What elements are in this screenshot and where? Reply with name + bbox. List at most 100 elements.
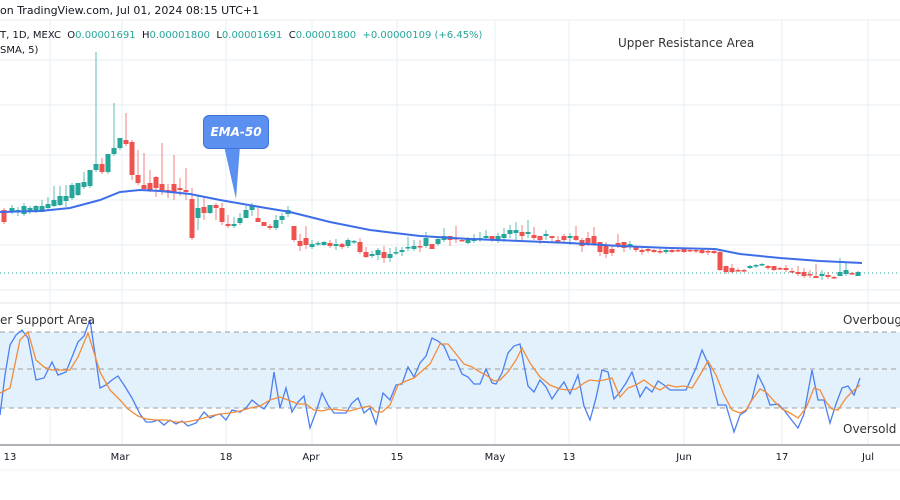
candle-body xyxy=(21,206,27,214)
candle-body xyxy=(1,210,7,222)
candle-body xyxy=(495,236,501,240)
candle-body xyxy=(183,190,189,192)
candle-body xyxy=(783,268,789,270)
low-value: 0.00001691 xyxy=(221,30,283,41)
candle-body xyxy=(105,154,111,172)
candle-body xyxy=(63,196,69,201)
candle-body xyxy=(309,244,315,247)
rsi-band xyxy=(0,332,900,408)
candle-body xyxy=(813,276,819,278)
candle-body xyxy=(777,268,783,270)
candle-body xyxy=(369,254,375,256)
candle-body xyxy=(195,208,201,218)
candle-body xyxy=(327,243,333,246)
candle-body xyxy=(9,208,15,212)
oversold-label: Oversold R xyxy=(843,422,900,436)
candle-body xyxy=(213,205,219,208)
close-label: C xyxy=(288,30,296,41)
time-axis-label: 18 xyxy=(219,452,233,463)
candle-body xyxy=(69,185,75,198)
candle-body xyxy=(27,208,33,212)
candle-body xyxy=(621,242,627,248)
candle-body xyxy=(639,250,645,252)
candle-body xyxy=(141,185,147,189)
candle-body xyxy=(507,230,513,234)
overbought-label: Overbough xyxy=(843,313,900,327)
candle-body xyxy=(117,138,123,148)
high-label: H xyxy=(141,30,150,41)
candle-body xyxy=(789,271,795,273)
candle-body xyxy=(681,249,687,252)
candle-body xyxy=(159,184,165,192)
candle-body xyxy=(753,265,759,267)
candle-body xyxy=(537,236,543,240)
candle-body xyxy=(693,250,699,252)
candle-body xyxy=(465,239,471,243)
candle-body xyxy=(705,251,711,253)
candle-body xyxy=(339,244,345,247)
candle-body xyxy=(261,222,267,226)
candle-body xyxy=(651,250,657,252)
candle-body xyxy=(669,250,675,252)
candle-body xyxy=(525,232,531,234)
candle-body xyxy=(747,266,753,268)
candle-body xyxy=(291,226,297,240)
candle-body xyxy=(363,252,369,257)
time-axis-label: May xyxy=(484,452,506,463)
candle-body xyxy=(633,246,639,250)
candle-body xyxy=(699,250,705,253)
open-label: O xyxy=(67,30,76,41)
candle-body xyxy=(255,218,261,222)
candle-body xyxy=(573,236,579,240)
candle-body xyxy=(645,249,651,251)
candle-body xyxy=(543,234,549,236)
candle-body xyxy=(549,236,555,238)
support-area-label: er Support Area xyxy=(0,313,95,327)
candle-body xyxy=(147,183,153,190)
open-value: 0.00001691 xyxy=(75,30,136,41)
candle-body xyxy=(171,184,177,192)
rsi-ma-line xyxy=(0,330,861,423)
candle-body xyxy=(735,270,741,272)
candle-body xyxy=(501,234,507,238)
candle-body xyxy=(411,246,417,249)
candle-body xyxy=(93,164,99,170)
candle-body xyxy=(483,236,489,238)
candle-body xyxy=(435,239,441,244)
candle-body xyxy=(57,196,63,205)
candle-body xyxy=(849,273,855,275)
candle-body xyxy=(591,236,597,245)
ohlc-legend: T, 1D, MEXC O0.00001691 H0.00001800 L0.0… xyxy=(0,30,482,41)
candle-body xyxy=(567,236,573,238)
candle-body xyxy=(393,252,399,254)
candle-body xyxy=(807,274,813,276)
candle-body xyxy=(825,275,831,277)
candle-body xyxy=(519,232,525,236)
candle-body xyxy=(33,206,39,211)
ema-50-callout: EMA-50 xyxy=(203,115,269,149)
candle-body xyxy=(315,243,321,245)
candle-body xyxy=(399,250,405,252)
close-value: 0.00001800 xyxy=(295,30,357,41)
candle-body xyxy=(279,216,285,220)
candle-body xyxy=(333,244,339,246)
candle-body xyxy=(99,164,105,172)
callout-pointer xyxy=(224,146,240,199)
candle-body xyxy=(657,251,663,253)
candle-body xyxy=(375,250,381,255)
candle-body xyxy=(75,183,81,195)
candle-body xyxy=(837,272,843,276)
upper-resistance-label: Upper Resistance Area xyxy=(618,36,755,50)
candle-body xyxy=(417,246,423,248)
ema-50-line xyxy=(0,188,863,264)
symbol-label: T, 1D, MEXC xyxy=(0,30,61,41)
candle-body xyxy=(759,264,765,266)
candle-body xyxy=(531,235,537,238)
candle-body xyxy=(387,254,393,258)
candle-body xyxy=(405,247,411,249)
candle-body xyxy=(303,238,309,245)
high-value: 0.00001800 xyxy=(149,30,210,41)
candle-body xyxy=(219,208,225,222)
candle-body xyxy=(267,226,273,228)
